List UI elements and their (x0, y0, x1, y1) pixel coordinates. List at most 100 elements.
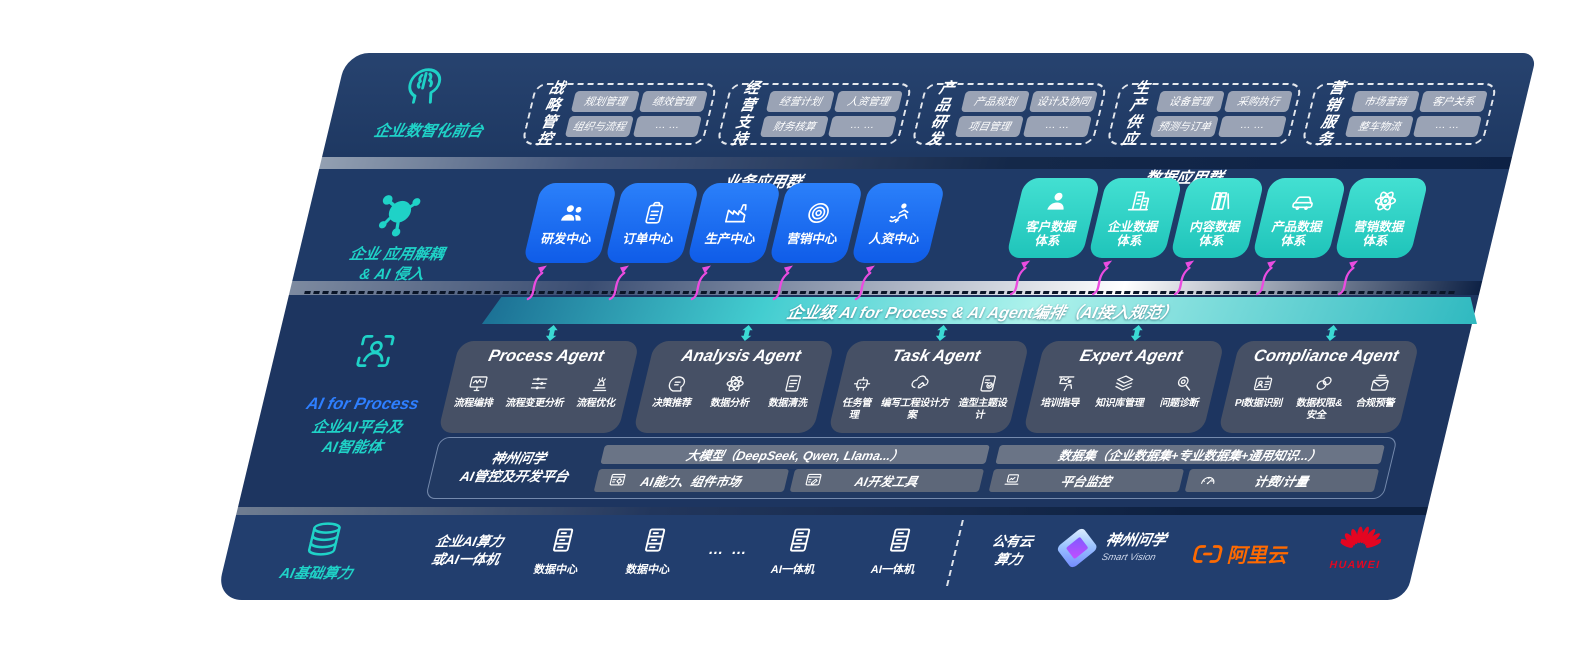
band-edge (236, 507, 1429, 515)
module-chip: 市场营销 (1350, 91, 1420, 112)
expert-agent-card: Expert Agent 培训指导 知识库管理 问题诊断 (1022, 341, 1225, 433)
module-chip: 项目管理 (954, 116, 1024, 137)
agent-capability: 合规预警 (1355, 373, 1403, 410)
module-chip: … … (1217, 116, 1287, 137)
compliance-agent-card: Compliance Agent PI数据识别 数据权限& 安全 合规预警 (1217, 341, 1420, 433)
module-chip: 规划管理 (570, 91, 640, 112)
front-group-marketing: 营销 服务 市场营销 客户关系 整车物流 … … (1300, 80, 1498, 148)
monitor-bar: 平台监控 (988, 468, 1184, 492)
server-icon (781, 523, 819, 557)
agent-capability: 流程编排 (453, 373, 501, 410)
module-chip: 采购执行 (1223, 91, 1293, 112)
mail-alert-icon (1367, 373, 1393, 394)
ai-appliance-node: AI一体机 (855, 523, 940, 577)
customer-person-icon (1041, 188, 1073, 214)
front-group-product: 产品 研发 产品规划 设计及协同 项目管理 … … (910, 80, 1108, 148)
module-chip: 产品规划 (960, 91, 1030, 112)
ai-governance-platform: 神州问学 AI管控及开发平台 大模型（DeepSeek, Qwen, Llama.… (424, 437, 1398, 499)
building-icon (1123, 188, 1155, 214)
module-chip: 绩效管理 (638, 91, 708, 112)
document-icon (780, 373, 806, 394)
alibaba-bracket-icon (1193, 544, 1223, 563)
group-chips: 市场营销 客户关系 整车物流 … … (1344, 91, 1488, 137)
layers-icon (1112, 373, 1138, 394)
front-group-strategy: 战略 管控 规划管理 绩效管理 组织与流程 … … (520, 80, 718, 148)
module-chip: 财务核算 (759, 116, 829, 137)
tablet-check-icon (975, 373, 1001, 394)
id-card-icon (1250, 373, 1276, 394)
llm-bar: 大模型（DeepSeek, Qwen, Llama...） (600, 444, 991, 464)
center-box-order: 订单中心 (604, 183, 700, 263)
group-chips: 经营计划 人资管理 财务核算 … … (759, 91, 903, 137)
infrastructure-band: AI基础算力 企业AI算力 或AI一体机 数据中心 数据中心 … … AI一体机 … (215, 515, 1427, 600)
module-chip: 设计及协同 (1028, 91, 1098, 112)
diagnose-icon (1171, 373, 1197, 394)
focus-person-icon (348, 329, 403, 373)
module-chip: 组织与流程 (564, 116, 634, 137)
ai-for-process-label: AI for Process (304, 395, 421, 413)
agent-capability: 流程优化 (575, 373, 623, 410)
datacenter-node: 数据中心 (610, 523, 695, 577)
group-name: 产品 研发 (925, 79, 957, 149)
module-chip: 客户关系 (1418, 91, 1488, 112)
agent-capability: 数据清洗 (767, 373, 815, 410)
module-chip: 整车物流 (1344, 116, 1414, 137)
data-box-content: 内容数据 体系 (1169, 178, 1265, 258)
smartvision-logo: 神州问学 Smart Vision (1055, 526, 1168, 570)
group-chips: 规划管理 绩效管理 组织与流程 … … (564, 91, 708, 137)
server-icon (636, 523, 674, 557)
cloud-pen-icon (907, 373, 933, 394)
agent-capability: PI数据识别 (1233, 373, 1289, 410)
agent-capability: 培训指导 (1039, 373, 1087, 410)
hr-person-icon (885, 200, 917, 226)
people-icon (557, 200, 589, 226)
data-box-enterprise: 企业数据 体系 (1087, 178, 1183, 258)
process-agent-card: Process Agent 流程编排 流程变更分析 流程优化 (437, 341, 640, 433)
teal-double-arrow (1128, 325, 1146, 341)
car-icon (1287, 188, 1319, 214)
dashed-divider (946, 520, 964, 586)
datacenter-node: 数据中心 (518, 523, 603, 577)
public-cloud-label: 公有云 算力 (990, 534, 1035, 568)
agent-capability: 知识库管理 (1094, 373, 1151, 410)
ai-platform-label: 企业AI平台及 AI智能体 (310, 419, 405, 457)
decoupling-band: 企业 应用解耦& AI 侵入 业务应用群 研发中心 订单中心 生产中心 营销中心… (292, 169, 1510, 281)
agent-capability: 编写工程设计方案 (872, 373, 961, 421)
agent-capability: 流程变更分析 (504, 373, 571, 410)
group-name: 战略 管控 (535, 79, 567, 149)
group-name: 营销 服务 (1315, 79, 1347, 149)
module-chip: 经营计划 (765, 91, 835, 112)
center-box-rd: 研发中心 (522, 183, 618, 263)
clipboard-icon (639, 200, 671, 226)
laptop-chart-icon (1001, 471, 1023, 489)
data-box-customer: 客户数据 体系 (1005, 178, 1101, 258)
front-office-band: 企业数智化前台 战略 管控 规划管理 绩效管理 组织与流程 … … 经营 支持 经营… (322, 53, 1538, 157)
band-edge (319, 157, 1513, 169)
front-group-supply: 生产 供应 设备管理 采购执行 预测与订单 … … (1105, 80, 1303, 148)
smartvision-diamond-icon (1055, 526, 1099, 570)
platform-name: 神州问学 AI管控及开发平台 (458, 451, 571, 484)
server-icon (881, 523, 919, 557)
module-chip: 设备管理 (1155, 91, 1225, 112)
ai-devtools-bar: AI开发工具 (789, 468, 985, 492)
module-chip: … … (1412, 116, 1482, 137)
agent-capability: 决策推荐 (651, 373, 699, 410)
database-icon (299, 518, 349, 560)
ai-orchestration-banner: 企业级 AI for Process & AI Agent编排（AI接入规范） (482, 297, 1483, 324)
dataset-bar: 数据集（企业数据集+专业数据集+通用知识...） (995, 444, 1386, 464)
group-chips: 设备管理 采购执行 预测与订单 … … (1149, 91, 1293, 137)
optimize-icon (588, 373, 614, 394)
center-box-hr: 人资中心 (850, 183, 946, 263)
infra-rail: AI基础算力 (254, 518, 390, 583)
group-name: 经营 支持 (730, 79, 762, 149)
ai-access-dashed-line (304, 291, 1455, 294)
module-chip: … … (632, 116, 702, 137)
data-box-product: 产品数据 体系 (1251, 178, 1347, 258)
sliders-icon (527, 373, 553, 394)
task-agent-card: Task Agent 任务管理 编写工程设计方案 造型主题设计 (827, 341, 1030, 433)
module-chip: … … (827, 116, 897, 137)
front-group-operation: 经营 支持 经营计划 人资管理 财务核算 … … (715, 80, 913, 148)
link-security-icon (1311, 373, 1337, 394)
content-files-icon (1205, 188, 1237, 214)
